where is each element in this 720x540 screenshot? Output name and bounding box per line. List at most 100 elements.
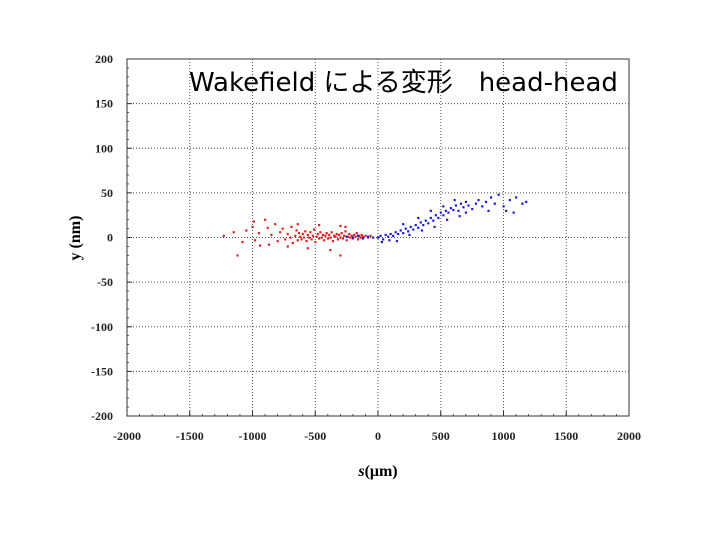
series-0-point <box>321 233 324 237</box>
x-tick-label: 500 <box>432 429 450 443</box>
y-tick-label: -150 <box>91 364 113 378</box>
series-0-point <box>312 228 316 231</box>
series-0-point <box>330 231 333 234</box>
series-1-point <box>442 214 445 217</box>
series-1-point <box>351 236 355 239</box>
data-points <box>222 193 528 257</box>
y-tick-label: 100 <box>95 141 113 155</box>
series-1-point <box>419 221 422 224</box>
series-0-point <box>349 236 352 239</box>
series-0-point <box>302 236 306 239</box>
series-1-point <box>481 205 484 208</box>
x-tick-label: -1000 <box>239 429 267 443</box>
series-0-point <box>341 237 345 240</box>
series-1-point <box>458 215 461 218</box>
series-0-point <box>300 238 303 241</box>
series-1-point <box>493 202 496 205</box>
series-0-point <box>264 218 267 221</box>
series-1-point <box>459 202 463 205</box>
series-1-point <box>429 216 432 220</box>
series-0-point <box>290 225 293 228</box>
series-1-point <box>515 196 518 199</box>
series-1-point <box>477 199 480 202</box>
series-1-point <box>437 216 440 220</box>
series-0-point <box>354 235 357 238</box>
series-1-point <box>449 207 452 210</box>
series-0-point <box>266 226 269 229</box>
series-0-point <box>274 223 277 226</box>
series-0-point <box>289 236 292 239</box>
series-1-point <box>399 229 402 232</box>
series-1-point <box>380 240 383 244</box>
series-1-point <box>387 235 390 238</box>
series-0-point <box>320 236 323 239</box>
tick-marks <box>126 58 630 417</box>
series-0-point <box>279 231 282 234</box>
series-0-point <box>331 240 335 243</box>
series-0-point <box>294 234 297 237</box>
series-1-point <box>408 233 411 237</box>
series-0-point <box>314 240 317 244</box>
series-1-point <box>382 238 385 241</box>
series-0-point <box>306 233 309 237</box>
series-1-point <box>394 231 397 234</box>
series-0-point <box>276 240 279 243</box>
series-1-point <box>446 218 449 221</box>
series-0-point <box>281 227 284 230</box>
series-0-point <box>334 235 337 238</box>
series-1-point <box>402 223 405 226</box>
series-1-point <box>512 211 515 214</box>
series-0-point <box>299 235 302 238</box>
series-0-point <box>329 248 332 252</box>
series-0-point <box>286 245 289 248</box>
series-1-point <box>404 227 407 230</box>
y-axis-label: y (nm) <box>67 216 84 261</box>
series-0-point <box>318 224 321 227</box>
series-1-point <box>371 236 375 239</box>
series-0-point <box>222 234 225 237</box>
series-0-point <box>340 232 343 235</box>
series-1-point <box>361 237 365 240</box>
series-1-point <box>384 233 387 237</box>
series-0-point <box>326 237 329 240</box>
series-0-point <box>339 224 342 228</box>
series-0-point <box>348 232 351 236</box>
series-0-point <box>344 230 347 233</box>
series-1-point <box>366 235 370 238</box>
series-0-point <box>304 230 307 233</box>
series-1-point <box>379 234 382 237</box>
series-1-point <box>505 209 508 212</box>
series-0-point <box>241 240 244 244</box>
series-0-point <box>307 236 311 239</box>
series-0-point <box>295 229 298 232</box>
series-0-point <box>236 254 239 257</box>
series-0-point <box>364 234 367 237</box>
series-0-point <box>359 236 362 239</box>
series-0-point <box>284 238 287 241</box>
series-0-point <box>315 235 318 238</box>
series-0-point <box>369 234 372 237</box>
series-0-point <box>324 234 327 237</box>
series-1-point <box>444 209 447 212</box>
series-1-point <box>439 211 442 214</box>
series-1-point <box>422 224 425 227</box>
series-1-point <box>453 199 456 202</box>
series-0-point <box>291 241 294 245</box>
series-0-point <box>296 223 299 226</box>
series-1-point <box>356 234 360 237</box>
series-0-point <box>361 235 365 238</box>
series-1-point <box>487 209 490 212</box>
series-0-point <box>344 225 347 228</box>
x-tick-label: 1500 <box>554 429 578 443</box>
y-tick-label: 0 <box>107 231 113 245</box>
series-1-point <box>417 216 420 220</box>
series-0-point <box>301 232 304 236</box>
series-0-point <box>323 239 326 242</box>
x-axis-label: s(μm) <box>357 463 397 480</box>
series-1-point <box>454 204 458 207</box>
series-1-point <box>345 235 348 238</box>
series-0-point <box>259 244 262 247</box>
series-0-point <box>339 254 342 257</box>
x-tick-label: -1500 <box>176 429 204 443</box>
series-1-point <box>407 230 410 233</box>
